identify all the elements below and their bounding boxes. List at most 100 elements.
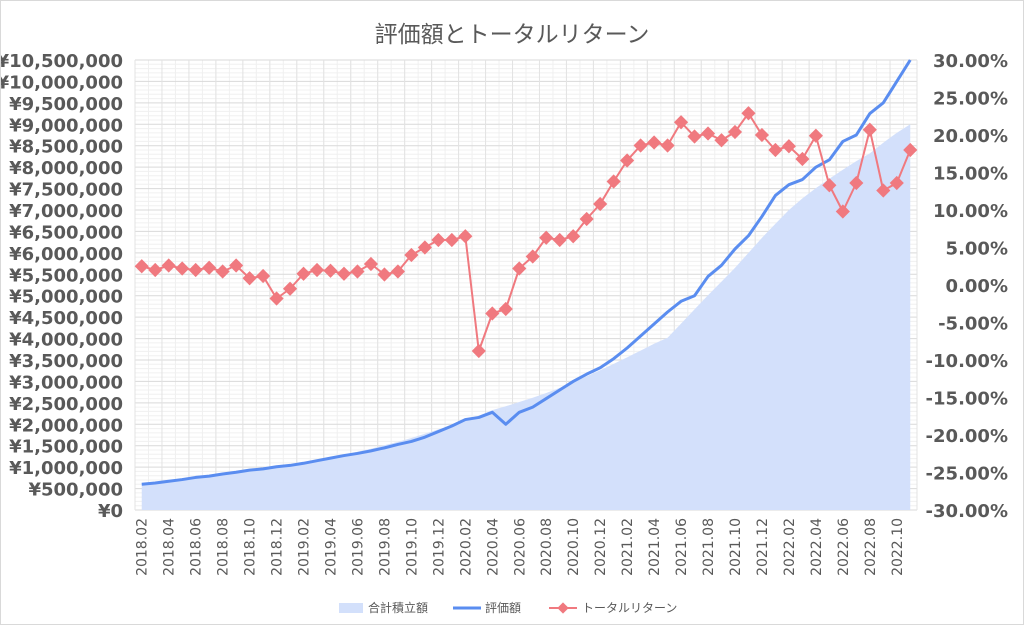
total-return-point — [498, 301, 513, 317]
total-return-point — [714, 133, 729, 148]
right-axis-tick-label: 15.00% — [933, 164, 1008, 185]
total-return-point — [539, 230, 554, 245]
left-axis-tick-label: ¥6,000,000 — [9, 244, 123, 265]
x-axis-tick-label: 2018.12 — [270, 518, 286, 576]
total-return-point — [229, 258, 244, 273]
left-axis-tick-label: ¥7,000,000 — [9, 201, 123, 222]
line-series — [141, 59, 912, 486]
total-return-point — [903, 142, 918, 158]
total-return-point — [282, 281, 298, 296]
total-return-point — [808, 128, 823, 143]
legend-label-total-return: トータルリターン — [582, 601, 677, 615]
total-return-point — [188, 262, 203, 278]
total-return-point — [175, 261, 190, 276]
x-axis-tick-label: 2020.08 — [539, 518, 555, 576]
x-axis-tick-label: 2022.04 — [809, 518, 825, 576]
x-axis-tick-label: 2019.06 — [350, 518, 366, 576]
x-axis-tick-label: 2019.12 — [431, 518, 447, 576]
right-axis-tick-label: 5.00% — [946, 239, 1008, 260]
x-axis-tick-label: 2022.02 — [782, 518, 798, 576]
total-return-point — [202, 260, 217, 275]
left-axis-tick-label: ¥4,500,000 — [9, 308, 123, 329]
total-return-point — [148, 262, 163, 278]
total-return-point — [606, 174, 621, 189]
total-return-point — [660, 138, 675, 153]
left-axis-tick-label: ¥1,500,000 — [9, 437, 123, 458]
total-return-point — [849, 175, 864, 191]
left-axis-tick-label: ¥3,000,000 — [9, 372, 123, 393]
right-axis-tick-label: -5.00% — [938, 314, 1008, 335]
total-return-point — [727, 124, 743, 140]
right-axis-tick-label: -30.00% — [926, 501, 1008, 522]
x-axis-tick-label: 2022.10 — [890, 518, 906, 576]
x-axis-tick-label: 2022.06 — [836, 518, 852, 576]
left-axis-tick-label: ¥4,000,000 — [9, 330, 123, 351]
left-axis-tick-label: ¥10,500,000 — [1, 51, 123, 72]
legend-swatch-total-return-marker — [557, 602, 569, 614]
left-axis-tick-label: ¥6,500,000 — [9, 222, 123, 243]
x-axis-tick-label: 2019.04 — [324, 518, 340, 576]
x-axis-tick-label: 2019.10 — [404, 518, 420, 576]
x-axis-tick-label: 2021.06 — [674, 518, 690, 576]
total-return-point — [741, 106, 756, 121]
left-axis-tick-label: ¥3,500,000 — [9, 351, 123, 372]
total-return-point — [485, 306, 500, 321]
left-axis-tick-label: ¥0 — [98, 501, 123, 522]
x-axis-tick-label: 2021.04 — [647, 518, 663, 576]
total-return-point — [687, 129, 702, 144]
total-contribution-area — [141, 124, 911, 510]
total-return-point — [579, 211, 594, 227]
x-axis-tick-label: 2019.08 — [377, 518, 393, 576]
total-return-point — [444, 232, 459, 248]
legend-label-total-contribution: 合計積立額 — [368, 600, 428, 615]
legend-swatch-total-contribution — [339, 603, 363, 613]
legend-item-valuation: 評価額 — [453, 600, 521, 615]
left-axis-tick-label: ¥8,500,000 — [9, 137, 123, 158]
total-return-point — [754, 127, 770, 143]
total-return-point — [404, 247, 419, 263]
right-axis-tick-label: -10.00% — [926, 351, 1008, 372]
x-axis-tick-label: 2021.12 — [755, 518, 771, 576]
x-axis-tick-label: 2020.04 — [485, 518, 501, 576]
valuation-line — [141, 59, 912, 486]
x-axis-labels: 2018.02 2018.04 2018.06 2018.08 2018.10 2018.… — [135, 518, 906, 576]
x-axis-tick-label: 2018.08 — [216, 518, 232, 576]
total-return-point — [876, 183, 891, 198]
left-axis-tick-label: ¥5,000,000 — [9, 287, 123, 308]
total-return-point — [525, 249, 540, 264]
x-axis-tick-label: 2020.10 — [566, 518, 582, 576]
total-return-point — [458, 229, 473, 244]
left-axis-labels: ¥0¥500,000¥1,000,000¥1,500,000¥2,000,000… — [0, 51, 123, 522]
total-return-point — [781, 139, 796, 154]
x-axis-tick-label: 2021.10 — [728, 518, 744, 576]
area-series — [141, 124, 911, 510]
x-axis-tick-label: 2019.02 — [297, 518, 313, 576]
right-axis-tick-label: -20.00% — [926, 426, 1008, 447]
total-return-point — [134, 259, 149, 274]
x-axis-tick-label: 2020.12 — [593, 518, 609, 576]
total-return-point — [673, 115, 689, 130]
total-return-point — [471, 343, 486, 359]
total-return-point — [633, 138, 648, 153]
total-return-point — [620, 153, 635, 168]
x-axis-tick-label: 2018.06 — [189, 518, 205, 576]
total-return-point — [768, 142, 783, 158]
x-axis-tick-label: 2022.08 — [863, 518, 879, 576]
left-axis-tick-label: ¥1,000,000 — [9, 458, 123, 479]
x-axis-tick-label: 2018.02 — [135, 518, 151, 576]
total-return-point — [242, 271, 257, 286]
x-axis-tick-label: 2020.02 — [458, 518, 474, 576]
left-axis-tick-label: ¥9,000,000 — [9, 115, 123, 136]
total-return-point — [336, 266, 352, 281]
legend-item-total-return: トータルリターン — [549, 601, 677, 615]
right-axis-tick-label: 20.00% — [933, 126, 1008, 147]
left-axis-tick-label: ¥2,000,000 — [9, 415, 123, 436]
left-axis-tick-label: ¥7,500,000 — [9, 180, 123, 201]
total-return-point — [256, 268, 271, 284]
total-return-point — [377, 267, 392, 282]
return-markers — [134, 106, 918, 359]
right-axis-labels: -30.00% -25.00% -20.00% -15.00% -10.00% -5.00… — [926, 51, 1008, 522]
total-return-point — [363, 256, 379, 272]
